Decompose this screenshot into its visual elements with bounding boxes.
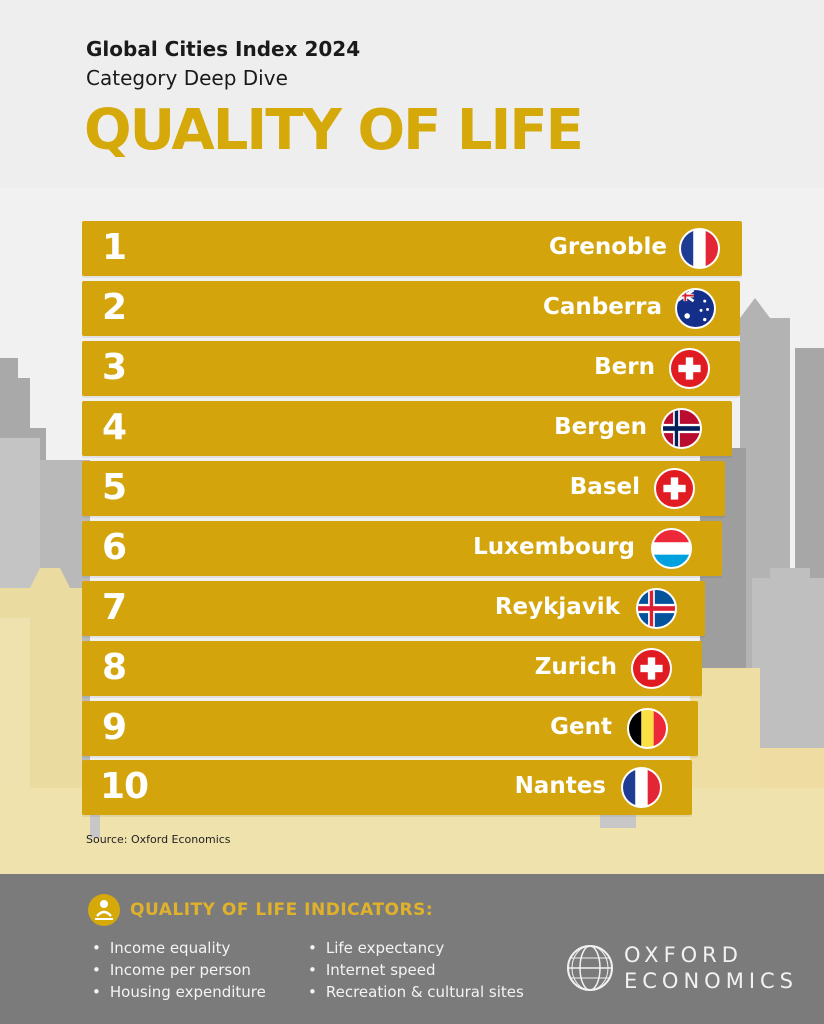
switzerland-flag-icon (669, 348, 710, 389)
norway-flag-icon (661, 408, 702, 449)
brand-line-1: OXFORD (624, 943, 743, 967)
ranking-row-7: 7 Reykjavik (82, 581, 705, 636)
rank-number: 6 (102, 527, 128, 568)
city-name: Reykjavik (494, 594, 620, 620)
indicator-item: Housing expenditure (92, 981, 266, 1003)
ranking-row-6: 6 Luxembourg (82, 521, 722, 576)
rank-number: 9 (102, 707, 128, 748)
rank-number: 4 (102, 407, 128, 448)
indicators-title: QUALITY OF LIFE INDICATORS: (130, 900, 434, 920)
ranking-row-2: 2 Canberra (82, 281, 740, 336)
wellbeing-icon (88, 894, 120, 926)
city-name: Bergen (554, 414, 647, 440)
city-name: Gent (550, 714, 612, 740)
brand-wordmark: OXFORD ECONOMICS (624, 942, 798, 994)
switzerland-flag-icon (654, 468, 695, 509)
rank-number: 10 (100, 766, 149, 807)
ranking-row-9: 9 Gent (82, 701, 698, 756)
iceland-flag-icon (636, 588, 677, 629)
rank-number: 7 (102, 587, 128, 628)
ranking-row-8: 8 Zurich (82, 641, 702, 696)
ranking-row-5: 5 Basel (82, 461, 725, 516)
indicators-list-right: Life expectancy Internet speed Recreatio… (308, 937, 524, 1003)
rank-number: 2 (102, 287, 128, 328)
indicators-list-left: Income equality Income per person Housin… (92, 937, 266, 1003)
city-name: Basel (569, 474, 640, 500)
header: Global Cities Index 2024 Category Deep D… (0, 0, 824, 188)
city-name: Nantes (514, 773, 606, 799)
globe-logo-icon (567, 945, 613, 991)
france-flag-icon (679, 228, 720, 269)
indicators-footer: QUALITY OF LIFE INDICATORS: Income equal… (0, 874, 824, 1024)
indicator-item: Income equality (92, 937, 266, 959)
report-subtitle: Category Deep Dive (86, 66, 288, 90)
brand-line-2: ECONOMICS (624, 969, 799, 993)
ranking-row-10: 10 Nantes (82, 760, 692, 815)
indicator-item: Life expectancy (308, 937, 524, 959)
city-name: Luxembourg (473, 534, 635, 560)
indicator-item: Recreation & cultural sites (308, 981, 524, 1003)
city-name: Grenoble (549, 234, 667, 260)
indicator-item: Internet speed (308, 959, 524, 981)
source-note: Source: Oxford Economics (86, 833, 231, 846)
ranking-row-4: 4 Bergen (82, 401, 732, 456)
australia-flag-icon (675, 288, 716, 329)
city-name: Zurich (534, 654, 617, 680)
france-flag-icon (621, 767, 662, 808)
city-name: Bern (594, 354, 655, 380)
switzerland-flag-icon (631, 648, 672, 689)
rank-number: 5 (102, 467, 128, 508)
rank-number: 8 (102, 647, 128, 688)
page-title: QUALITY OF LIFE (84, 98, 584, 163)
city-name: Canberra (542, 294, 662, 320)
belgium-flag-icon (627, 708, 668, 749)
rank-number: 3 (102, 347, 128, 388)
ranking-row-3: 3 Bern (82, 341, 740, 396)
indicator-item: Income per person (92, 959, 266, 981)
luxembourg-flag-icon (651, 528, 692, 569)
ranking-row-1: 1 Grenoble (82, 221, 742, 276)
rank-number: 1 (102, 227, 128, 268)
report-title: Global Cities Index 2024 (86, 37, 361, 61)
